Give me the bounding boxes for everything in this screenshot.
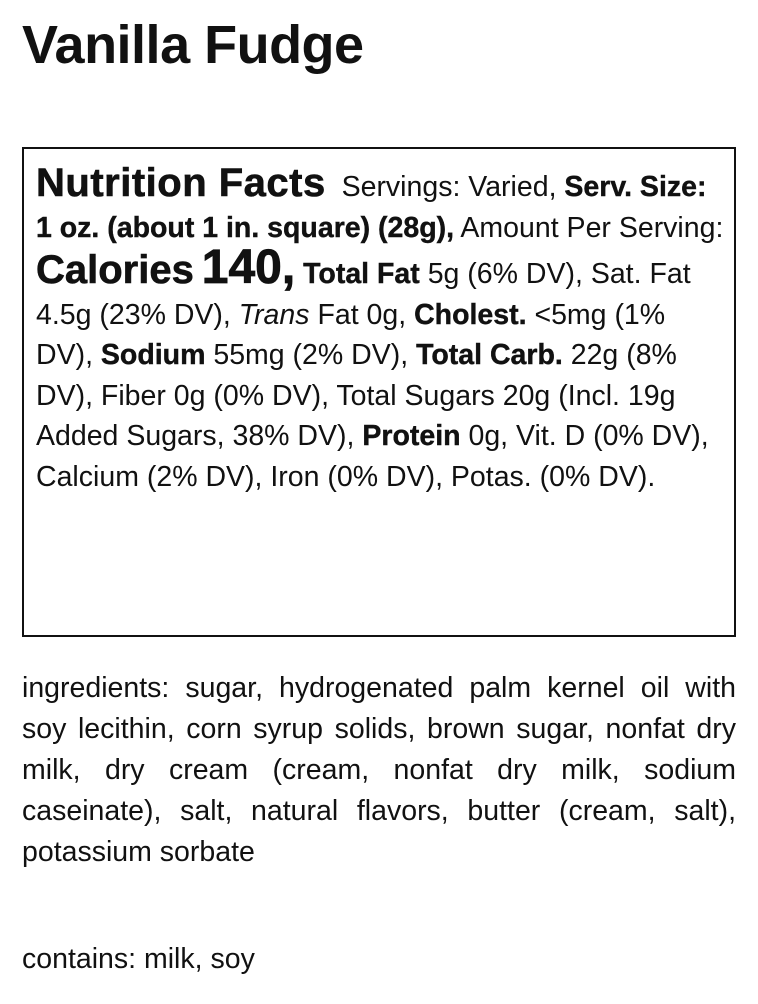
- trans-value: Fat 0g,: [317, 298, 407, 331]
- calories-label: Calories: [36, 248, 194, 292]
- trans-label: Trans: [238, 298, 310, 331]
- ingredients-text: ingredients: sugar, hydrogenated palm ke…: [22, 672, 736, 868]
- product-title: Vanilla Fudge: [22, 15, 364, 75]
- servings: Servings: Varied,: [341, 171, 557, 203]
- protein-label: Protein: [362, 420, 461, 452]
- sodium-label: Sodium: [100, 339, 206, 371]
- sodium-value: 55mg (2% DV),: [213, 339, 409, 371]
- cholesterol-label: Cholest.: [414, 298, 527, 331]
- carb-label: Total Carb.: [416, 339, 563, 371]
- total-fat-label: Total Fat: [303, 258, 420, 290]
- cholesterol-value: <5mg (1% DV),: [36, 298, 666, 372]
- serving-size: Serv. Size: 1 oz. (about 1 in. square) (…: [36, 171, 707, 244]
- calories-value: 140,: [201, 241, 296, 294]
- nutrition-facts-panel: Nutrition Facts Servings: Varied, Serv. …: [22, 147, 736, 637]
- allergens-text: contains: milk, soy: [22, 943, 255, 975]
- amount-per-serving: Amount Per Serving:: [460, 211, 724, 244]
- total-fat-value: 5g (6% DV), Sat. Fat 4.5g (23% DV),: [36, 258, 691, 331]
- carb-value: 22g (8% DV), Fiber 0g (0% DV), Total Sug…: [36, 339, 677, 452]
- nutrition-heading: Nutrition Facts: [36, 161, 326, 205]
- nutrition-facts-text: Nutrition Facts Servings: Varied, Serv. …: [36, 161, 724, 497]
- protein-value: 0g, Vit. D (0% DV), Calcium (2% DV), Iro…: [36, 420, 709, 493]
